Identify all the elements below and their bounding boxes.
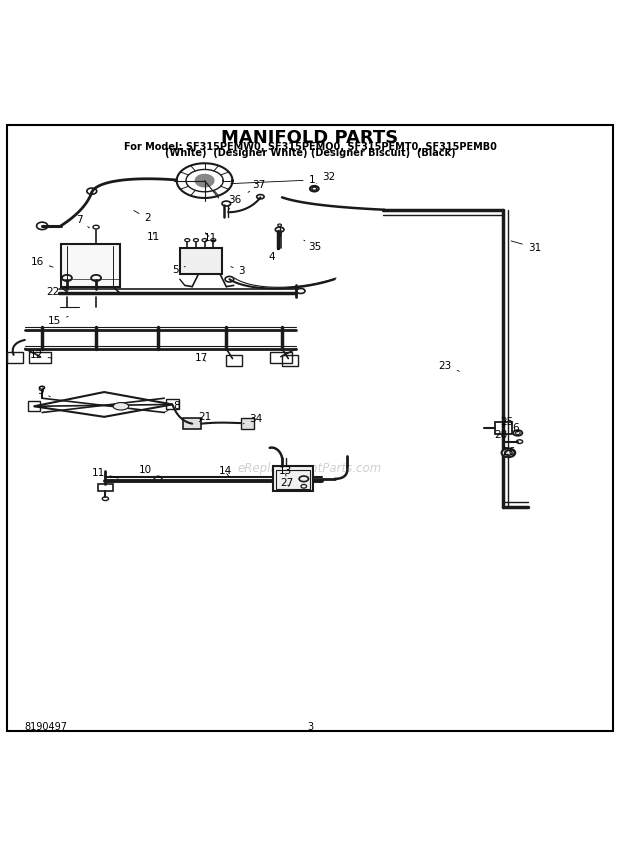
Text: For Model: SF315PEMW0, SF315PEMQ0, SF315PEMT0, SF315PEMB0: For Model: SF315PEMW0, SF315PEMQ0, SF315… bbox=[123, 142, 497, 152]
Text: 7: 7 bbox=[76, 216, 89, 228]
Bar bbox=[183, 418, 202, 429]
Text: 25: 25 bbox=[500, 417, 514, 427]
Text: 9: 9 bbox=[37, 386, 50, 397]
Text: 6: 6 bbox=[513, 423, 519, 433]
Text: 10: 10 bbox=[139, 465, 160, 478]
Bar bbox=[28, 401, 40, 411]
Bar bbox=[270, 352, 292, 363]
Text: 3: 3 bbox=[307, 722, 313, 732]
Bar bbox=[180, 248, 222, 274]
Text: 32: 32 bbox=[317, 172, 335, 183]
Bar bbox=[276, 470, 310, 489]
Text: 8190497: 8190497 bbox=[25, 722, 68, 732]
Text: 28: 28 bbox=[494, 431, 508, 443]
Text: 2: 2 bbox=[134, 211, 151, 223]
Text: (White)  (Designer White) (Designer Biscuit)  (Black): (White) (Designer White) (Designer Biscu… bbox=[165, 148, 455, 158]
Text: 22: 22 bbox=[46, 287, 67, 296]
Text: 26: 26 bbox=[502, 447, 515, 456]
Bar bbox=[495, 422, 512, 434]
Polygon shape bbox=[195, 175, 214, 187]
Text: 34: 34 bbox=[243, 413, 263, 424]
Text: 8: 8 bbox=[164, 401, 180, 413]
Text: 27: 27 bbox=[280, 478, 293, 488]
Ellipse shape bbox=[113, 402, 129, 410]
Text: 21: 21 bbox=[198, 412, 211, 422]
Text: 5: 5 bbox=[172, 265, 185, 275]
Text: 11: 11 bbox=[91, 467, 118, 479]
Text: 36: 36 bbox=[228, 195, 241, 211]
Bar bbox=[226, 355, 242, 366]
Bar bbox=[7, 352, 23, 363]
Text: 15: 15 bbox=[48, 317, 68, 326]
Text: 3: 3 bbox=[231, 266, 245, 276]
Bar bbox=[61, 245, 120, 287]
Text: 1: 1 bbox=[231, 175, 315, 185]
Text: 11: 11 bbox=[204, 233, 218, 243]
Text: 23: 23 bbox=[438, 361, 459, 372]
Bar bbox=[273, 467, 313, 491]
Bar bbox=[166, 400, 179, 409]
Text: 31: 31 bbox=[511, 241, 541, 253]
Text: 35: 35 bbox=[304, 241, 321, 252]
Text: 16: 16 bbox=[30, 257, 53, 267]
Bar bbox=[98, 484, 113, 491]
Text: 4: 4 bbox=[268, 248, 279, 262]
Text: 13: 13 bbox=[278, 467, 292, 477]
Text: MANIFOLD PARTS: MANIFOLD PARTS bbox=[221, 129, 399, 147]
Text: eReplacementParts.com: eReplacementParts.com bbox=[238, 461, 382, 475]
Bar bbox=[241, 418, 254, 429]
Ellipse shape bbox=[502, 449, 515, 457]
Text: 17: 17 bbox=[195, 353, 208, 363]
Text: 14: 14 bbox=[218, 467, 232, 477]
Text: 12: 12 bbox=[29, 350, 52, 360]
Text: 11: 11 bbox=[147, 232, 161, 242]
Bar bbox=[282, 355, 298, 366]
Bar bbox=[29, 352, 51, 363]
Text: 37: 37 bbox=[248, 180, 266, 193]
